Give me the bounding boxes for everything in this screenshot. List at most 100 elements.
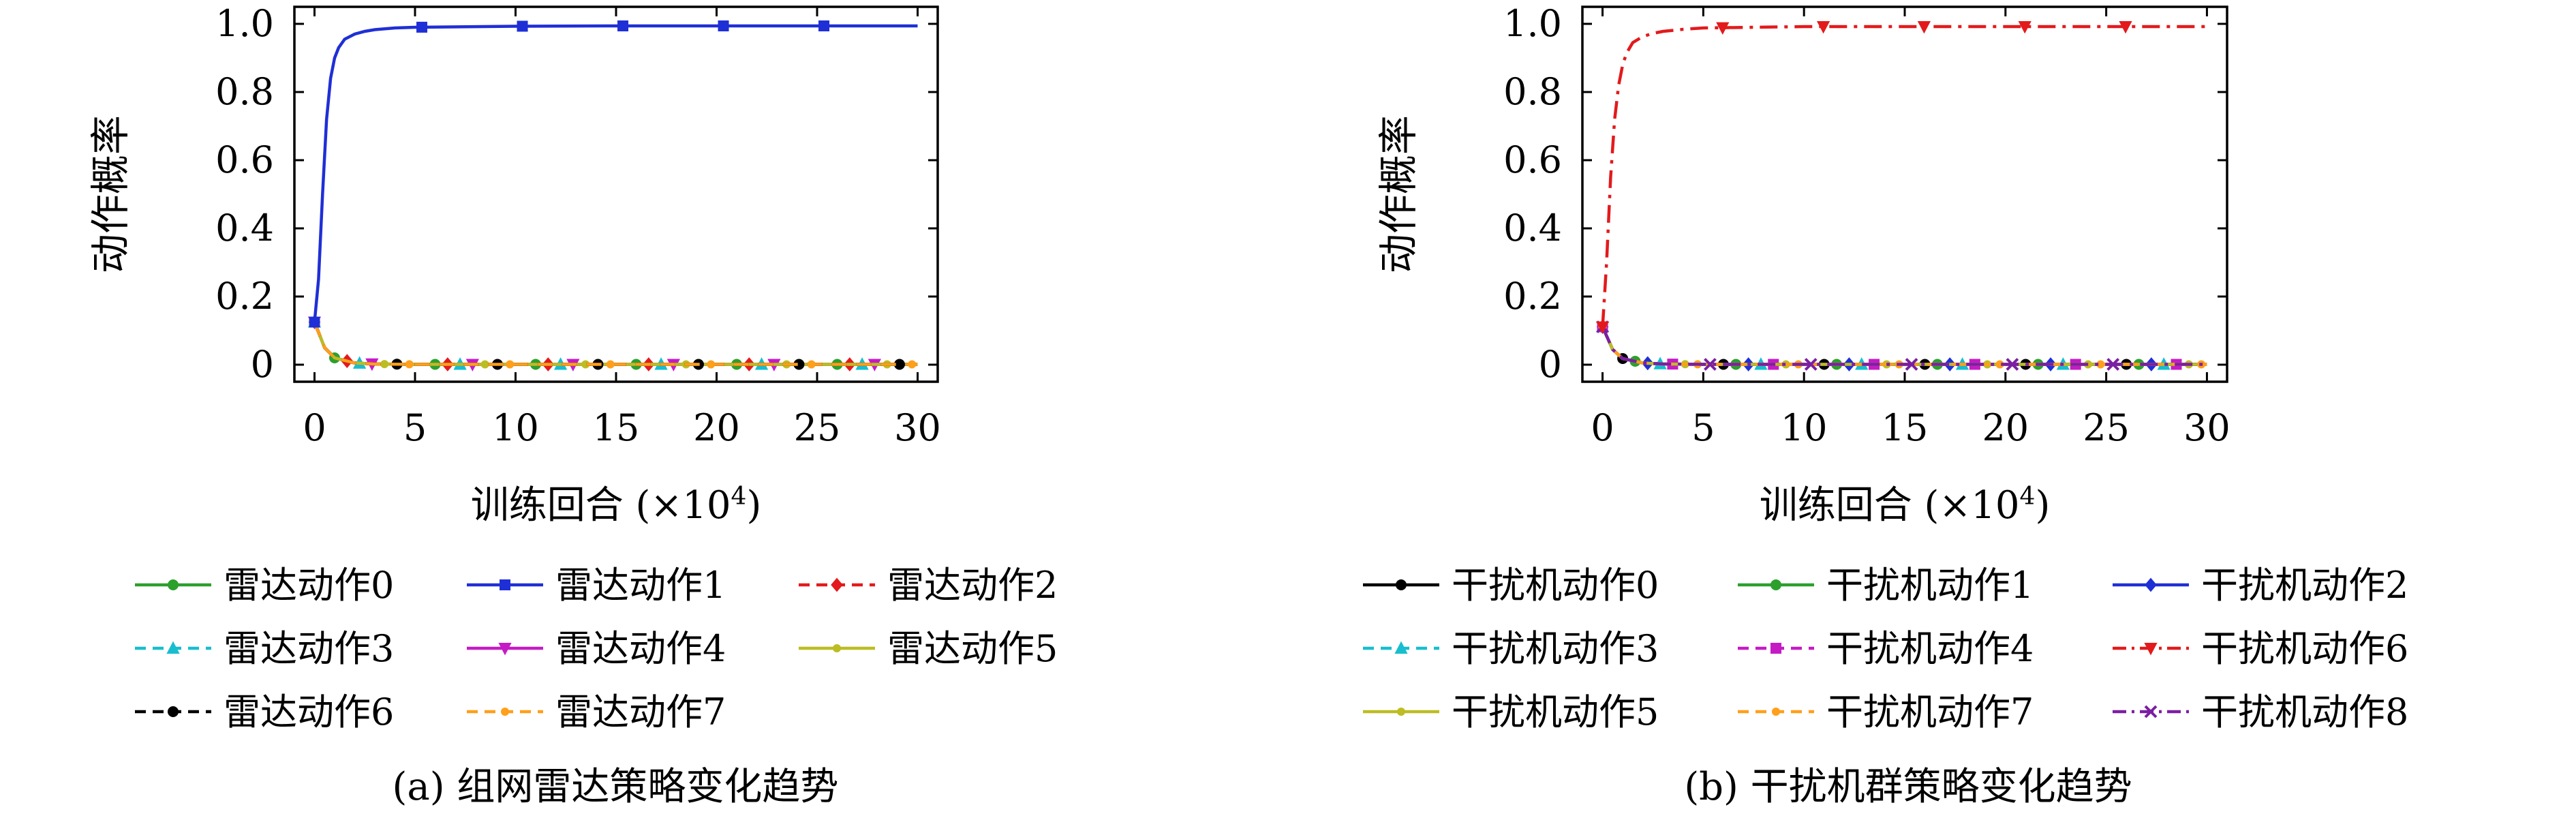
x-tick-label: 25 <box>2083 406 2130 449</box>
series-point <box>2006 358 2019 371</box>
series-line <box>313 321 918 366</box>
y-tick-label: 0 <box>1539 343 1562 386</box>
series-line <box>313 321 918 366</box>
x-axis-label-main: 训练回合 (×10 <box>1760 483 2020 528</box>
series-point <box>793 359 805 370</box>
legend-label: 干扰机动作5 <box>1452 691 1659 733</box>
y-tick-label: 0.8 <box>215 70 274 113</box>
x-axis-label: 训练回合 (×104) <box>1760 483 2051 528</box>
figure-caption: (b) 干扰机群策略变化趋势 <box>1684 765 2132 809</box>
series-point <box>707 360 716 369</box>
legend-label: 雷达动作6 <box>224 691 394 733</box>
series-point <box>405 360 414 369</box>
legend-label: 干扰机动作8 <box>2201 691 2408 733</box>
series-line <box>1601 25 2207 327</box>
legend-marker <box>1397 708 1405 716</box>
legend-label: 雷达动作5 <box>887 627 1058 670</box>
legend-label: 干扰机动作6 <box>2201 627 2408 670</box>
x-axis-label-exponent: 4 <box>731 483 747 511</box>
legend-label: 干扰机动作1 <box>1826 564 2034 607</box>
legend-label: 雷达动作7 <box>555 691 726 733</box>
x-tick-label: 0 <box>1591 406 1614 449</box>
x-axis-label-close: ) <box>746 483 761 528</box>
plot-data <box>1595 21 2207 372</box>
series-line <box>1601 326 2207 366</box>
legend-label: 雷达动作4 <box>555 627 726 670</box>
series-line <box>313 321 918 366</box>
series-point <box>506 360 515 369</box>
series-line <box>1601 326 2207 366</box>
series-line <box>1601 326 2207 366</box>
legend-marker <box>500 579 510 590</box>
series-point <box>807 360 816 369</box>
x-axis-label-exponent: 4 <box>2020 483 2036 511</box>
legend-marker <box>166 641 180 654</box>
series-line <box>313 321 918 366</box>
legend-marker <box>2145 577 2157 592</box>
series-point <box>2096 360 2105 369</box>
plot-frame <box>1581 5 2228 383</box>
x-tick-label: 20 <box>1982 406 2029 449</box>
x-tick-label: 10 <box>492 406 539 449</box>
x-tick-label: 30 <box>2183 406 2230 449</box>
series-point <box>1716 22 1730 35</box>
y-tick-label: 0 <box>251 343 274 386</box>
legend-marker <box>1770 643 1781 654</box>
legend-label: 干扰机动作0 <box>1452 564 1659 607</box>
series-line <box>313 321 918 366</box>
series-line <box>1601 326 2207 366</box>
legend-label: 雷达动作0 <box>224 564 394 607</box>
y-axis-label: 动作概率 <box>1375 115 1422 273</box>
series-point <box>309 316 320 328</box>
series-line <box>313 321 918 366</box>
legend-marker <box>1770 579 1781 590</box>
legend-marker <box>831 577 843 592</box>
series-point <box>1595 321 1610 334</box>
series-point <box>2119 21 2132 34</box>
series-point <box>1816 21 1830 34</box>
series-point <box>1995 360 2004 369</box>
series-point <box>1917 21 1931 34</box>
series-point <box>2018 21 2031 34</box>
series-point <box>1905 358 1918 371</box>
series-point <box>893 359 905 370</box>
series-point <box>617 20 629 31</box>
x-tick-label: 10 <box>1781 406 1828 449</box>
x-tick-label: 20 <box>693 406 740 449</box>
legend-label: 干扰机动作2 <box>2201 564 2408 607</box>
x-tick-label: 5 <box>403 406 427 449</box>
series-point <box>380 360 389 369</box>
legend-label: 雷达动作1 <box>555 564 726 607</box>
series-point <box>606 360 615 369</box>
panel-b: 0 5 10 15 20 25 30 0 0.2 0.4 0.6 0.8 1.0 训练回合 (×104) 动… <box>1363 2 2408 809</box>
legend-marker <box>2144 705 2158 718</box>
series-point <box>517 20 528 32</box>
y-tick-label: 0.4 <box>1503 207 1562 249</box>
series-point <box>2106 358 2120 371</box>
y-axis-label: 动作概率 <box>87 115 134 273</box>
y-tick-label: 0.6 <box>1503 138 1562 181</box>
y-tick-label: 1.0 <box>1503 2 1562 45</box>
x-axis-label-close: ) <box>2035 483 2050 528</box>
series-point <box>718 20 729 31</box>
legend-label: 干扰机动作4 <box>1826 627 2034 670</box>
series-line <box>1601 326 2207 366</box>
x-tick-label: 25 <box>794 406 841 449</box>
legend-label: 雷达动作2 <box>887 564 1058 607</box>
plot-frame <box>293 5 939 383</box>
y-tick-label: 1.0 <box>215 2 274 45</box>
y-tick-label: 0.2 <box>1503 275 1562 318</box>
legend-label: 干扰机动作3 <box>1452 627 1659 670</box>
x-tick-label: 5 <box>1691 406 1715 449</box>
y-tick-label: 0.6 <box>215 138 274 181</box>
series-point <box>818 20 830 31</box>
plot-data <box>307 20 918 372</box>
x-tick-label: 0 <box>303 406 326 449</box>
series-line <box>313 321 918 366</box>
series-point <box>1804 358 1818 371</box>
legend-label: 干扰机动作7 <box>1826 691 2034 733</box>
y-tick-label: 0.8 <box>1503 70 1562 113</box>
legend-marker <box>501 708 509 716</box>
x-tick-label: 15 <box>1882 406 1929 449</box>
